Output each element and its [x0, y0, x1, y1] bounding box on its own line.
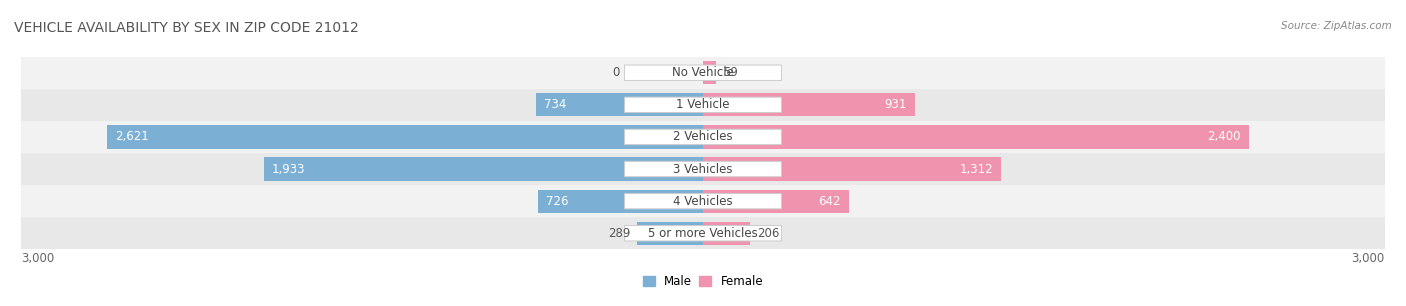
Text: 1,312: 1,312 — [959, 162, 993, 176]
Text: VEHICLE AVAILABILITY BY SEX IN ZIP CODE 21012: VEHICLE AVAILABILITY BY SEX IN ZIP CODE … — [14, 21, 359, 35]
Bar — [703, 190, 849, 213]
Text: 1 Vehicle: 1 Vehicle — [676, 98, 730, 111]
Text: 642: 642 — [818, 195, 841, 208]
Bar — [703, 93, 915, 116]
Bar — [703, 125, 1249, 148]
Bar — [21, 121, 1385, 153]
Bar — [703, 61, 717, 84]
Bar — [703, 222, 749, 245]
Bar — [21, 89, 1385, 121]
Text: 206: 206 — [756, 227, 779, 240]
Text: 59: 59 — [723, 66, 738, 79]
Text: 0: 0 — [612, 66, 619, 79]
Text: 3,000: 3,000 — [1351, 252, 1385, 265]
Bar — [21, 185, 1385, 217]
Bar — [538, 190, 703, 213]
FancyBboxPatch shape — [624, 161, 782, 177]
FancyBboxPatch shape — [624, 193, 782, 209]
Legend: Male, Female: Male, Female — [643, 275, 763, 288]
Bar — [263, 158, 703, 181]
Text: 2,400: 2,400 — [1206, 130, 1240, 144]
FancyBboxPatch shape — [624, 97, 782, 113]
Text: 4 Vehicles: 4 Vehicles — [673, 195, 733, 208]
Bar — [703, 158, 1001, 181]
Bar — [21, 217, 1385, 249]
Bar — [107, 125, 703, 148]
FancyBboxPatch shape — [624, 65, 782, 80]
Text: 289: 289 — [609, 227, 630, 240]
Bar — [21, 57, 1385, 89]
Bar — [536, 93, 703, 116]
Bar — [21, 153, 1385, 185]
FancyBboxPatch shape — [624, 129, 782, 145]
Text: 2 Vehicles: 2 Vehicles — [673, 130, 733, 144]
Text: 2,621: 2,621 — [115, 130, 149, 144]
FancyBboxPatch shape — [624, 226, 782, 241]
Text: 734: 734 — [544, 98, 567, 111]
Text: 3 Vehicles: 3 Vehicles — [673, 162, 733, 176]
Text: 931: 931 — [884, 98, 907, 111]
Text: 3,000: 3,000 — [21, 252, 55, 265]
Text: Source: ZipAtlas.com: Source: ZipAtlas.com — [1281, 21, 1392, 32]
Text: 726: 726 — [546, 195, 568, 208]
Text: No Vehicle: No Vehicle — [672, 66, 734, 79]
Text: 5 or more Vehicles: 5 or more Vehicles — [648, 227, 758, 240]
Text: 1,933: 1,933 — [271, 162, 305, 176]
Bar — [637, 222, 703, 245]
